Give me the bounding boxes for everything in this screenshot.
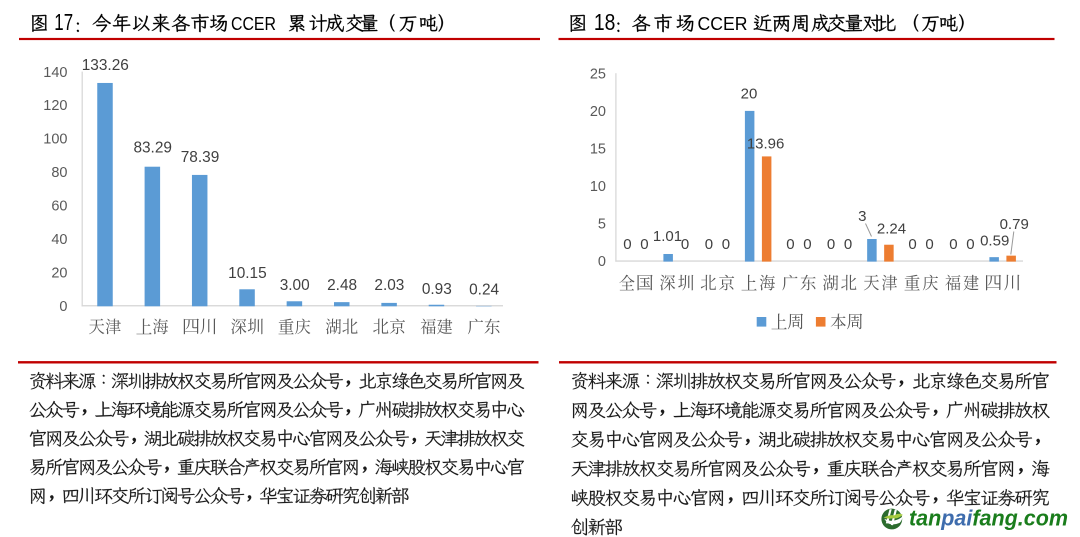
svg-text:120: 120 xyxy=(43,98,67,114)
svg-text:80: 80 xyxy=(51,165,67,181)
svg-text:2.48: 2.48 xyxy=(327,277,357,294)
svg-text:0: 0 xyxy=(949,236,957,253)
svg-text:20: 20 xyxy=(51,266,67,282)
svg-text:0: 0 xyxy=(966,236,974,253)
svg-text:1.01: 1.01 xyxy=(653,228,682,245)
svg-text:CCER: CCER xyxy=(231,13,276,34)
svg-text:0.59: 0.59 xyxy=(980,233,1009,250)
svg-text:140: 140 xyxy=(43,65,67,81)
svg-text:60: 60 xyxy=(51,199,67,215)
svg-text:10: 10 xyxy=(590,179,606,195)
svg-text:0: 0 xyxy=(803,236,811,253)
svg-text:17: 17 xyxy=(54,9,73,35)
svg-text:3: 3 xyxy=(858,208,866,225)
svg-text:0: 0 xyxy=(623,236,631,253)
svg-text:0: 0 xyxy=(844,236,852,253)
svg-text:18: 18 xyxy=(594,9,616,35)
svg-text:20: 20 xyxy=(741,85,758,102)
svg-text:0: 0 xyxy=(681,236,689,253)
svg-text:13.96: 13.96 xyxy=(747,136,785,153)
svg-text:0: 0 xyxy=(705,236,713,253)
svg-text:CCER: CCER xyxy=(698,13,748,34)
svg-text:40: 40 xyxy=(51,232,67,248)
svg-text:0.93: 0.93 xyxy=(422,281,452,298)
svg-text:0: 0 xyxy=(786,236,794,253)
svg-text:25: 25 xyxy=(590,67,606,83)
svg-text:0: 0 xyxy=(925,236,933,253)
svg-text:0: 0 xyxy=(827,236,835,253)
svg-text:2.24: 2.24 xyxy=(877,220,906,237)
svg-text:0: 0 xyxy=(908,236,916,253)
svg-text:133.26: 133.26 xyxy=(82,57,129,74)
svg-text:0: 0 xyxy=(722,236,730,253)
svg-text:0: 0 xyxy=(598,254,606,270)
svg-text:10.15: 10.15 xyxy=(228,265,267,282)
svg-text:78.39: 78.39 xyxy=(181,149,220,166)
svg-text:100: 100 xyxy=(43,132,67,148)
svg-text:2.03: 2.03 xyxy=(374,277,404,294)
svg-text:0: 0 xyxy=(59,299,67,315)
svg-text:15: 15 xyxy=(590,142,606,158)
svg-text:3.00: 3.00 xyxy=(280,277,310,294)
svg-text:0.79: 0.79 xyxy=(1000,216,1029,233)
svg-text:0.24: 0.24 xyxy=(469,281,499,298)
svg-text:tanpaifang.com: tanpaifang.com xyxy=(909,506,1068,531)
svg-text:5: 5 xyxy=(598,217,606,233)
svg-text:20: 20 xyxy=(590,104,606,120)
svg-text:0: 0 xyxy=(640,236,648,253)
svg-text:83.29: 83.29 xyxy=(133,140,172,157)
